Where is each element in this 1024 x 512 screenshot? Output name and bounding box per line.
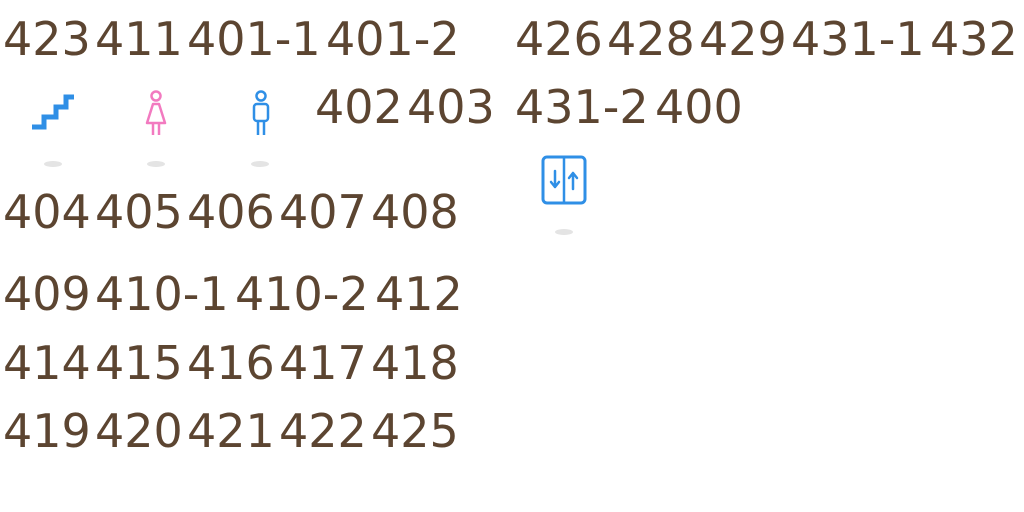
room-418[interactable]: 418 [371,336,459,390]
room-406[interactable]: 406 [187,185,275,239]
stairs-marker-shadow [44,161,62,167]
room-432[interactable]: 432 [930,12,1018,66]
stairs-icon [30,94,76,134]
room-415[interactable]: 415 [95,336,183,390]
room-412[interactable]: 412 [375,267,463,321]
room-428[interactable]: 428 [607,12,695,66]
room-431-2[interactable]: 431-2 [515,80,649,134]
room-416[interactable]: 416 [187,336,275,390]
male-restroom-marker-shadow [251,161,269,167]
elevator-marker-shadow [555,229,573,235]
room-402[interactable]: 402 [315,80,403,134]
room-414[interactable]: 414 [3,336,91,390]
room-401-1[interactable]: 401-1 [187,12,321,66]
male-restroom-icon [248,88,274,142]
room-420[interactable]: 420 [95,404,183,458]
room-400[interactable]: 400 [655,80,743,134]
room-411[interactable]: 411 [95,12,183,66]
room-417[interactable]: 417 [279,336,367,390]
room-422[interactable]: 422 [279,404,367,458]
elevator-icon [541,155,587,209]
room-421[interactable]: 421 [187,404,275,458]
room-423[interactable]: 423 [3,12,91,66]
room-404[interactable]: 404 [3,185,91,239]
room-405[interactable]: 405 [95,185,183,239]
female-restroom-marker-shadow [147,161,165,167]
room-425[interactable]: 425 [371,404,459,458]
room-403[interactable]: 403 [407,80,495,134]
room-401-2[interactable]: 401-2 [326,12,460,66]
room-409[interactable]: 409 [3,267,91,321]
room-410-1[interactable]: 410-1 [95,267,229,321]
room-408[interactable]: 408 [371,185,459,239]
room-426[interactable]: 426 [515,12,603,66]
female-restroom-icon [143,88,169,142]
room-419[interactable]: 419 [3,404,91,458]
room-431-1[interactable]: 431-1 [791,12,925,66]
room-410-2[interactable]: 410-2 [235,267,369,321]
room-407[interactable]: 407 [279,185,367,239]
room-429[interactable]: 429 [699,12,787,66]
